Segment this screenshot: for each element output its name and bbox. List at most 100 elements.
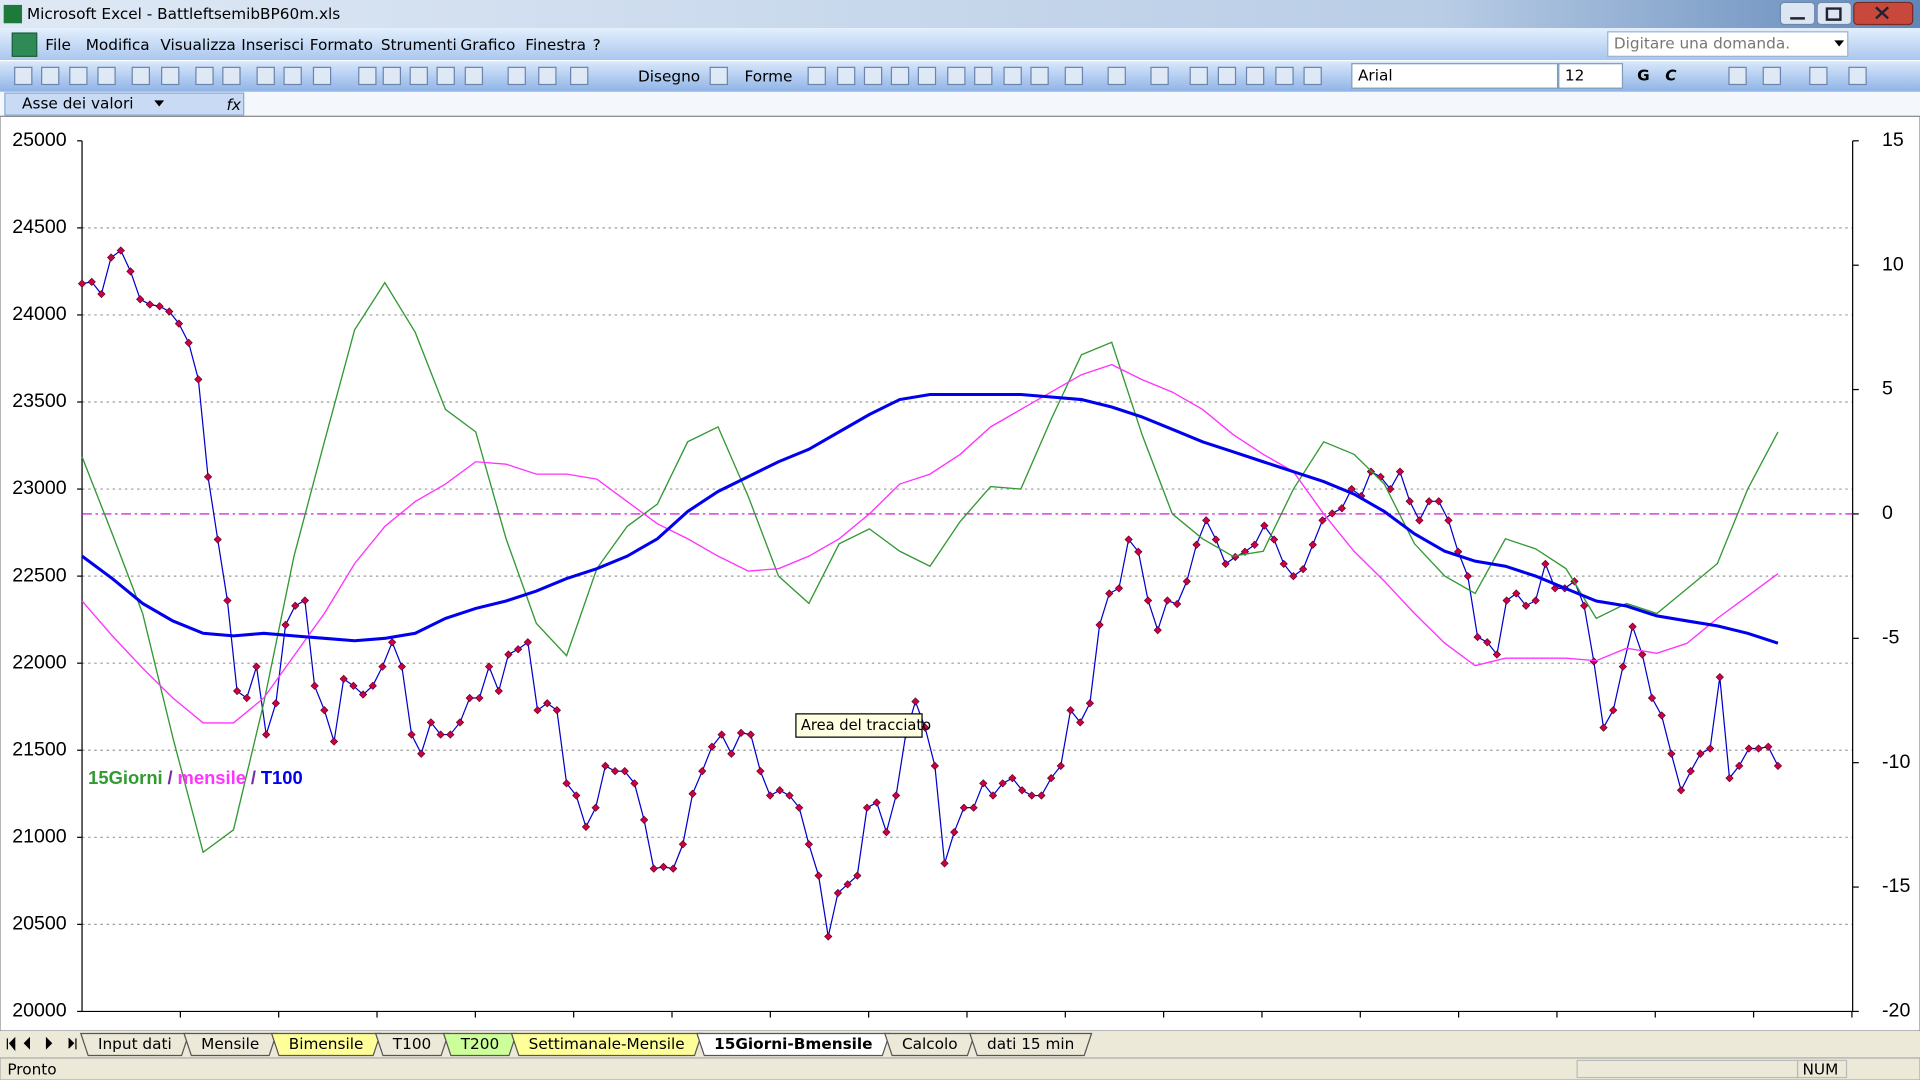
draw-menu[interactable]: Disegno — [638, 68, 700, 86]
toolbar-icon[interactable] — [382, 66, 402, 86]
data-point — [1250, 540, 1259, 549]
menu-item[interactable]: Modifica — [86, 36, 150, 54]
toolbar-icon[interactable] — [1189, 66, 1208, 86]
toolbar-icon[interactable] — [409, 66, 428, 86]
sheet-tab[interactable]: T100 — [374, 1032, 450, 1057]
font-size-box[interactable] — [1558, 63, 1624, 89]
restore-button[interactable] — [1816, 1, 1853, 26]
toolbar-icon[interactable] — [358, 66, 377, 86]
sheet-tab[interactable]: 15Giorni-Bmensile — [696, 1032, 891, 1057]
num-lock: NUM — [1802, 1061, 1838, 1079]
menu-item[interactable]: File — [45, 36, 71, 54]
tab-label: T100 — [392, 1035, 432, 1053]
menu-item[interactable]: Formato — [310, 36, 373, 54]
menu-item[interactable]: Grafico — [460, 36, 515, 54]
menu-item[interactable]: Strumenti — [381, 36, 457, 54]
toolbar-icon[interactable] — [947, 66, 966, 86]
toolbar-icon[interactable] — [1275, 66, 1294, 86]
toolbar-icon[interactable] — [1303, 66, 1322, 86]
toolbar-icon[interactable] — [464, 66, 484, 86]
toolbar-icon[interactable] — [1030, 66, 1049, 86]
toolbar-icon[interactable] — [283, 66, 302, 86]
toolbar-icon[interactable] — [538, 66, 557, 86]
menu-item[interactable]: Visualizza — [160, 36, 235, 54]
toolbar-icon[interactable] — [436, 66, 455, 86]
toolbar-icon[interactable] — [312, 66, 332, 86]
toolbar-icon[interactable] — [222, 66, 241, 86]
toolbar-icon[interactable] — [1003, 66, 1022, 86]
toolbar-icon[interactable] — [14, 66, 33, 86]
bold-button[interactable]: G — [1637, 66, 1650, 84]
menu-item[interactable]: Inserisci — [241, 36, 304, 54]
font-box[interactable] — [1351, 63, 1559, 89]
toolbar-icon[interactable] — [917, 66, 937, 86]
y-tick-label: 25000 — [12, 129, 67, 151]
toolbar-icon[interactable] — [1762, 66, 1782, 86]
data-point — [1221, 559, 1230, 569]
toolbar-icon[interactable] — [97, 66, 116, 86]
formula-row — [0, 91, 1920, 117]
toolbar-icon[interactable] — [1809, 66, 1828, 86]
sheet-tab[interactable]: dati 15 min — [969, 1032, 1093, 1057]
chart-area[interactable] — [0, 115, 1920, 1032]
legend-entry: T100 — [261, 767, 303, 788]
toolbar-icon[interactable] — [570, 66, 589, 86]
sheet-tab[interactable]: T200 — [442, 1032, 518, 1057]
toolbar-icon[interactable] — [974, 66, 993, 86]
toolbar-icon[interactable] — [256, 66, 275, 86]
data-point — [145, 300, 154, 309]
toolbar-icon[interactable] — [1245, 66, 1265, 86]
minimize-button[interactable] — [1779, 1, 1816, 26]
name-box-arrow — [154, 100, 165, 107]
toolbar-icon[interactable] — [131, 66, 150, 86]
sheet-tab[interactable]: Input dati — [79, 1032, 190, 1057]
sheet-tab[interactable]: Calcolo — [883, 1032, 976, 1057]
data-point — [795, 803, 804, 812]
y-tick-label: 24500 — [12, 216, 67, 238]
toolbar-icon[interactable] — [836, 66, 856, 86]
toolbar-icon[interactable] — [1217, 66, 1237, 86]
data-point — [998, 779, 1007, 788]
toolbar-icon[interactable] — [195, 66, 214, 86]
y2-tick-label: 15 — [1882, 129, 1904, 151]
toolbar-icon[interactable] — [807, 66, 826, 86]
menu-item[interactable]: Finestra — [525, 36, 586, 54]
data-point — [1473, 632, 1482, 642]
data-point — [620, 767, 629, 776]
toolbar-icon[interactable] — [709, 66, 728, 86]
toolbar-icon[interactable] — [1728, 66, 1747, 86]
y-tick-label: 23000 — [12, 477, 67, 499]
toolbar-icon[interactable] — [1107, 66, 1126, 86]
data-point — [174, 319, 184, 328]
toolbar-icon[interactable] — [1848, 66, 1867, 86]
italic-button[interactable]: C — [1665, 66, 1677, 84]
toolbar-icon[interactable] — [890, 66, 910, 86]
data-point — [1715, 673, 1724, 682]
toolbar-icon[interactable] — [507, 66, 526, 86]
toolbar-icon[interactable] — [1150, 66, 1169, 86]
data-point — [785, 791, 794, 800]
toolbar-icon[interactable] — [69, 66, 88, 86]
data-point — [203, 472, 213, 481]
data-point — [126, 267, 135, 276]
search-box[interactable] — [1607, 31, 1849, 57]
toolbar-icon[interactable] — [863, 66, 883, 86]
data-point — [1328, 509, 1337, 518]
toolbar-icon[interactable] — [41, 66, 60, 86]
shapes-menu[interactable]: Forme — [744, 68, 792, 86]
data-point — [1066, 706, 1075, 715]
legend-entry: mensile — [178, 767, 246, 788]
data-point — [1599, 723, 1608, 732]
tab-scroll-buttons[interactable] — [6, 1036, 77, 1052]
sheet-tab[interactable]: Mensile — [183, 1032, 278, 1057]
toolbar-icon[interactable] — [161, 66, 180, 86]
toolbar-icon[interactable] — [1064, 66, 1084, 86]
data-point — [601, 761, 610, 771]
menu-item[interactable]: ? — [593, 36, 601, 54]
sheet-tab[interactable]: Settimanale-Mensile — [510, 1032, 703, 1057]
data-point — [1202, 516, 1211, 525]
sheet-tab[interactable]: Bimensile — [270, 1032, 382, 1057]
tab-shape — [374, 1032, 450, 1057]
font-size: 12 — [1565, 66, 1584, 84]
name-box[interactable] — [4, 92, 245, 116]
